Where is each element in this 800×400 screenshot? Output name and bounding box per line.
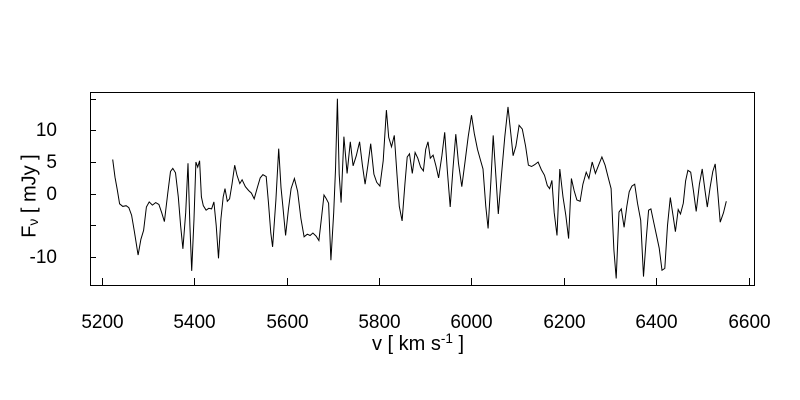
y-tick-label: -10 — [29, 246, 57, 268]
x-axis-title: v [ km s-1 ] — [371, 331, 465, 355]
x-tick-label: 6000 — [450, 312, 493, 333]
y-axis-title-subscript: ν — [26, 218, 42, 226]
x-tick-label: 5400 — [173, 312, 216, 333]
y-tick-label: 10 — [35, 119, 57, 141]
x-tick-label: 5800 — [358, 312, 401, 333]
plot-frame — [90, 92, 755, 286]
x-tick-label: 6200 — [543, 312, 586, 333]
y-tick-label: 5 — [46, 151, 57, 173]
x-axis-title-superscript: -1 — [440, 331, 453, 346]
x-tick-label: 6600 — [728, 312, 771, 333]
spectrum-trace — [112, 98, 727, 279]
y-tick-label: 0 — [46, 183, 57, 205]
x-tick-label: 5200 — [81, 312, 124, 333]
x-tick-label: 5600 — [266, 312, 309, 333]
x-tick-label: 6400 — [635, 312, 678, 333]
